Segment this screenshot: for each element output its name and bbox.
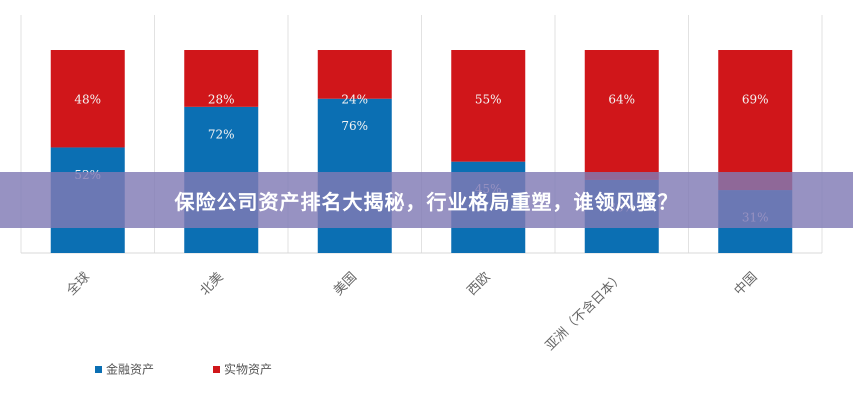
value-label: 72% bbox=[208, 127, 235, 141]
legend-label: 金融资产 bbox=[106, 362, 154, 377]
banner-title: 保险公司资产排名大揭秘，行业格局重塑，谁领风骚？ bbox=[0, 172, 853, 228]
bar-segment bbox=[718, 50, 793, 191]
value-label: 64% bbox=[608, 93, 635, 107]
value-label: 55% bbox=[475, 93, 502, 107]
legend-swatch bbox=[213, 366, 220, 373]
x-tick-label: 美国 bbox=[331, 270, 360, 299]
bar-segment bbox=[451, 50, 526, 162]
value-label: 76% bbox=[341, 119, 368, 133]
legend-swatch bbox=[95, 366, 102, 373]
value-label: 48% bbox=[74, 93, 101, 107]
value-label: 28% bbox=[208, 93, 235, 107]
bar-segment bbox=[317, 50, 392, 99]
x-tick-label: 北美 bbox=[198, 270, 227, 299]
x-tick-label: 西欧 bbox=[465, 270, 494, 299]
bar-segment bbox=[584, 50, 659, 180]
bar-segment bbox=[184, 50, 259, 107]
legend-label: 实物资产 bbox=[224, 362, 272, 377]
value-label: 69% bbox=[742, 93, 769, 107]
x-tick-label: 全球 bbox=[63, 269, 93, 299]
x-tick-label: 亚洲（不含日本） bbox=[542, 269, 627, 354]
value-label: 24% bbox=[341, 93, 368, 107]
x-tick-label: 中国 bbox=[732, 270, 761, 299]
bar-segment bbox=[50, 50, 125, 148]
